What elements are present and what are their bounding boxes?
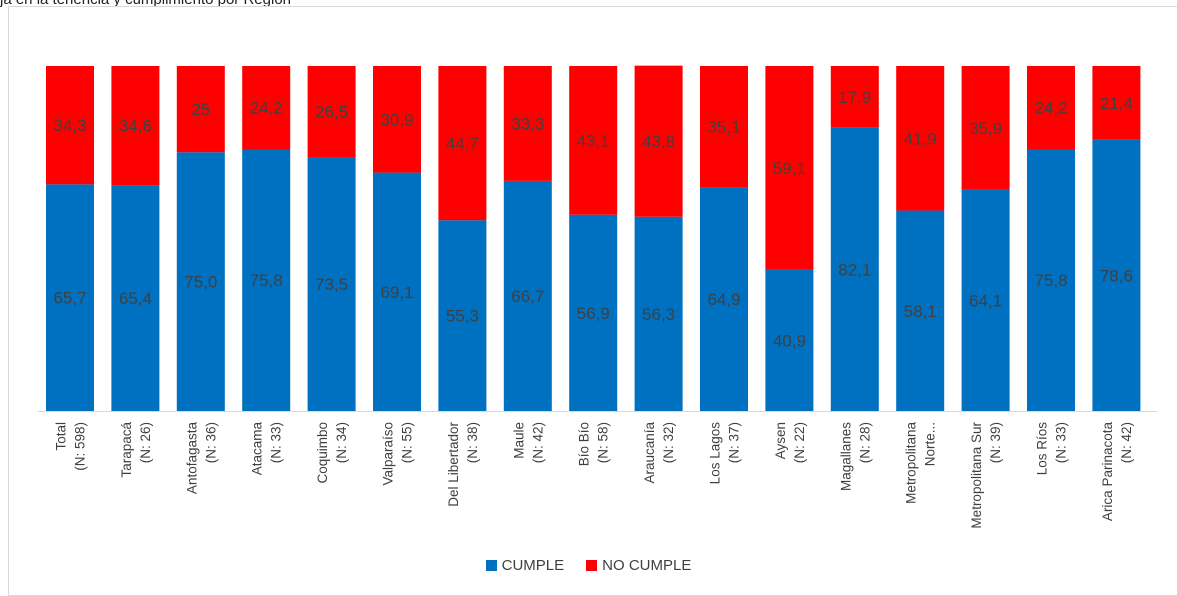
legend-swatch-no-cumple (586, 560, 597, 571)
x-tick-label: (N: 33) (269, 422, 284, 463)
data-label-cumple: 64,1 (969, 291, 1002, 310)
x-tick-label: (N: 28) (857, 422, 872, 463)
x-tick-label: Tarapacá (119, 422, 134, 478)
x-tick-group: Bío Bío (N: 58) (577, 422, 611, 466)
data-label-cumple: 65,4 (119, 289, 152, 308)
data-label-no-cumple: 43,8 (642, 132, 675, 151)
data-label-cumple: 75,8 (250, 271, 283, 290)
data-label-no-cumple: 24,2 (1034, 99, 1067, 118)
x-tick-label: Coquimbo (315, 422, 330, 484)
x-tick-label: (N: 37) (727, 422, 742, 463)
data-label-no-cumple: 30,9 (380, 110, 413, 129)
x-tick-group: Total (N: 598) (54, 422, 88, 471)
data-label-cumple: 56,9 (577, 304, 610, 323)
data-label-cumple: 64,9 (707, 290, 740, 309)
data-label-cumple: 40,9 (773, 331, 806, 350)
x-tick-group: Coquimbo (N: 34) (315, 422, 349, 484)
legend-label-no-cumple: NO CUMPLE (602, 557, 691, 574)
x-tick-label: Bío Bío (577, 422, 592, 466)
x-tick-group: Antofagasta (N: 36) (184, 422, 218, 495)
legend-item-cumple[interactable]: CUMPLE (486, 557, 565, 574)
x-tick-label: (N: 42) (530, 422, 545, 463)
x-tick-label: Norte... (923, 422, 938, 466)
x-tick-label: (N: 39) (988, 422, 1003, 463)
x-tick-label: Metropolitana (904, 422, 919, 504)
chart-legend: CUMPLE NO CUMPLE (0, 557, 1177, 574)
data-label-cumple: 58,1 (904, 302, 937, 321)
data-label-no-cumple: 35,1 (707, 118, 740, 137)
x-tick-group: Atacama (N: 33) (250, 422, 284, 476)
x-tick-label: (N: 55) (400, 422, 415, 463)
x-tick-group: Arica Parinacota (N: 42) (1100, 422, 1134, 522)
x-tick-label: Magallanes (838, 422, 853, 491)
x-tick-group: Aysen (N: 22) (773, 422, 807, 463)
x-tick-label: (N: 42) (1119, 422, 1134, 463)
data-label-no-cumple: 43,1 (577, 131, 610, 150)
x-tick-group: Metropolitana Sur (N: 39) (969, 422, 1003, 529)
legend-item-no-cumple[interactable]: NO CUMPLE (586, 557, 691, 574)
data-label-no-cumple: 21,4 (1100, 94, 1133, 113)
x-tick-label: (N: 38) (465, 422, 480, 463)
x-tick-group: Maule (N: 42) (511, 422, 545, 463)
x-tick-group: Tarapacá (N: 26) (119, 422, 153, 478)
x-tick-label: (N: 26) (138, 422, 153, 463)
data-label-no-cumple: 24,2 (250, 99, 283, 118)
legend-swatch-cumple (486, 560, 497, 571)
x-tick-label: Aysen (773, 422, 788, 459)
data-label-no-cumple: 34,6 (119, 117, 152, 136)
data-label-cumple: 69,1 (380, 283, 413, 302)
x-tick-label: Antofagasta (184, 422, 199, 495)
data-label-cumple: 56,3 (642, 305, 675, 324)
data-label-cumple: 73,5 (315, 275, 348, 294)
x-tick-label: Araucanía (642, 422, 657, 484)
x-tick-group: Araucanía (N: 32) (642, 422, 676, 484)
data-label-no-cumple: 34,3 (53, 116, 86, 135)
data-label-no-cumple: 17,9 (838, 88, 871, 107)
x-tick-label: (N: 598) (73, 422, 88, 471)
data-label-cumple: 65,7 (53, 289, 86, 308)
x-tick-label: (N: 32) (661, 422, 676, 463)
x-tick-label: (N: 22) (792, 422, 807, 463)
x-tick-label: Valparaíso (381, 422, 396, 486)
x-tick-group: Del Libertador (N: 38) (446, 421, 480, 506)
data-label-no-cumple: 26,5 (315, 103, 348, 122)
x-tick-label: Total (54, 422, 69, 451)
data-label-cumple: 66,7 (511, 287, 544, 306)
data-label-no-cumple: 33,3 (511, 114, 544, 133)
x-tick-label: (N: 33) (1054, 422, 1069, 463)
x-tick-group: Los Ríos (N: 33) (1035, 422, 1069, 476)
x-tick-group: Metropolitana Norte... (904, 422, 938, 504)
x-tick-group: Los Lagos (N: 37) (708, 422, 742, 485)
data-label-cumple: 78,6 (1100, 266, 1133, 285)
data-label-no-cumple: 41,9 (904, 129, 937, 148)
data-label-cumple: 82,1 (838, 260, 871, 279)
x-tick-label: Arica Parinacota (1100, 422, 1115, 522)
data-label-cumple: 75,0 (184, 273, 217, 292)
x-tick-label: Los Lagos (708, 422, 723, 485)
x-tick-label: Atacama (250, 422, 265, 476)
data-label-cumple: 75,8 (1034, 271, 1067, 290)
x-tick-group: Valparaíso (N: 55) (381, 422, 415, 486)
x-tick-label: (N: 58) (596, 422, 611, 463)
x-tick-label: Maule (511, 422, 526, 459)
legend-label-cumple: CUMPLE (502, 557, 565, 574)
x-tick-label: Del Libertador (446, 421, 461, 506)
data-label-no-cumple: 25 (191, 100, 210, 119)
x-tick-group: Magallanes (N: 28) (838, 422, 872, 491)
x-tick-label: Metropolitana Sur (969, 422, 984, 529)
data-label-cumple: 55,3 (446, 307, 479, 326)
x-tick-label: (N: 36) (203, 422, 218, 463)
data-label-no-cumple: 35,9 (969, 119, 1002, 138)
x-tick-label: Los Ríos (1035, 422, 1050, 476)
data-label-no-cumple: 44,7 (446, 134, 479, 153)
data-label-no-cumple: 59,1 (773, 159, 806, 178)
x-tick-label: (N: 34) (334, 422, 349, 463)
